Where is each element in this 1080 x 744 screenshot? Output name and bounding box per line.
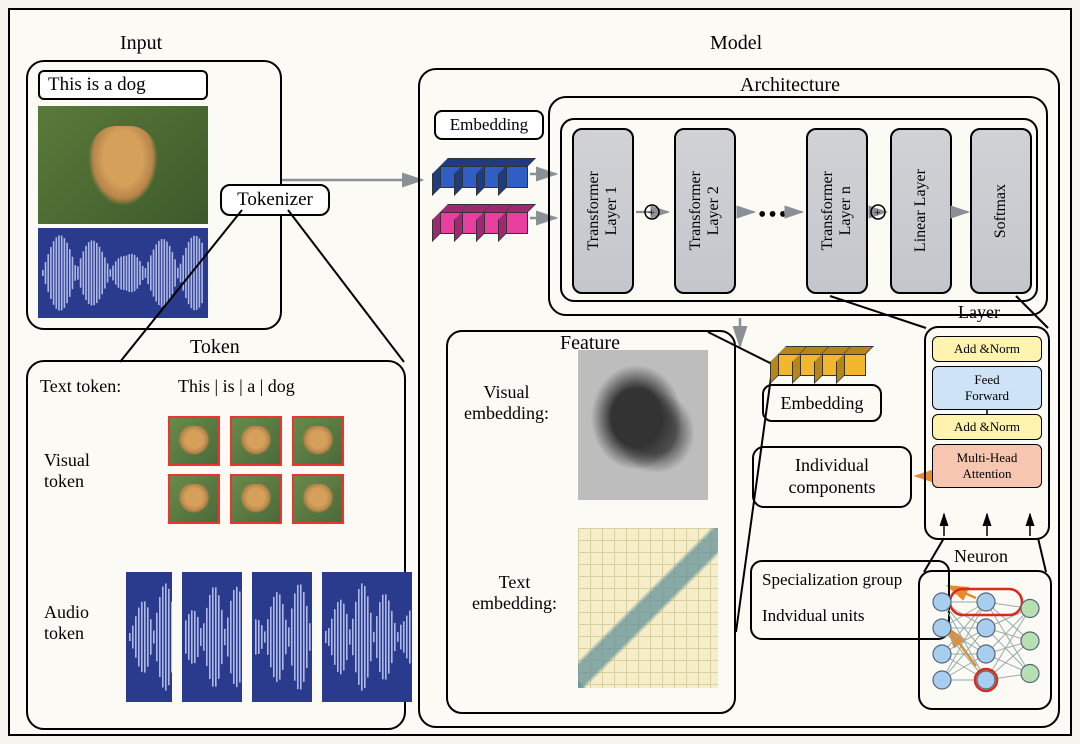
- model-box: Architecture Embedding Transformer Layer…: [418, 68, 1060, 728]
- text-embedding-heatmap: [578, 528, 718, 688]
- visual-embedding-image: [578, 350, 708, 500]
- audio-token-label: Audio token: [44, 602, 89, 644]
- individual-components-text: Individual components: [789, 455, 876, 498]
- neuron-network-box: [918, 570, 1052, 710]
- individual-components-box: Individual components: [752, 446, 912, 508]
- layer-component: Add &Norm: [932, 336, 1042, 362]
- specialization-group-text: Specialization group: [762, 570, 938, 590]
- layer-title: Layer: [958, 302, 1000, 323]
- model-title: Model: [710, 32, 762, 55]
- audio-token-cell: [182, 572, 242, 702]
- layer-component: Feed Forward: [932, 366, 1042, 410]
- visual-token-label: Visual token: [44, 450, 90, 492]
- feature-box: Visual embedding: Text embedding:: [446, 330, 736, 714]
- neuron-title: Neuron: [954, 546, 1008, 567]
- visual-token-cell: [230, 416, 282, 466]
- layer-component: Multi-Head Attention: [932, 444, 1042, 488]
- visual-token-cell: [168, 416, 220, 466]
- visual-embedding-label: Visual embedding:: [464, 382, 549, 424]
- visual-token-cell: [292, 474, 344, 524]
- visual-token-cell: [230, 474, 282, 524]
- audio-token-cell: [126, 572, 172, 702]
- token-box: Text token: This | is | a | dog Visual t…: [26, 360, 406, 730]
- visual-token-cell: [292, 416, 344, 466]
- neuron-network-svg: [920, 572, 1054, 712]
- diagram-frame: Input Model This is a dog Tokenizer Toke…: [8, 8, 1072, 736]
- text-embedding-label: Text embedding:: [472, 572, 557, 614]
- input-to-model-arrow: [282, 150, 432, 210]
- token-title: Token: [190, 336, 240, 359]
- audio-token-cell: [322, 572, 412, 702]
- visual-token-cell: [168, 474, 220, 524]
- audio-token-cell: [252, 572, 312, 702]
- gold-feature-tensor: [778, 354, 866, 376]
- text-token-label: Text token:: [40, 376, 121, 397]
- layer-component: Add &Norm: [932, 414, 1042, 440]
- individual-units-text: Indvidual units: [762, 606, 938, 626]
- layer-detail-box: Add &Norm Feed Forward Add &Norm Multi-Head…: [924, 326, 1050, 540]
- text-token-values: This | is | a | dog: [178, 376, 295, 397]
- feature-embedding-label: Embedding: [762, 384, 882, 422]
